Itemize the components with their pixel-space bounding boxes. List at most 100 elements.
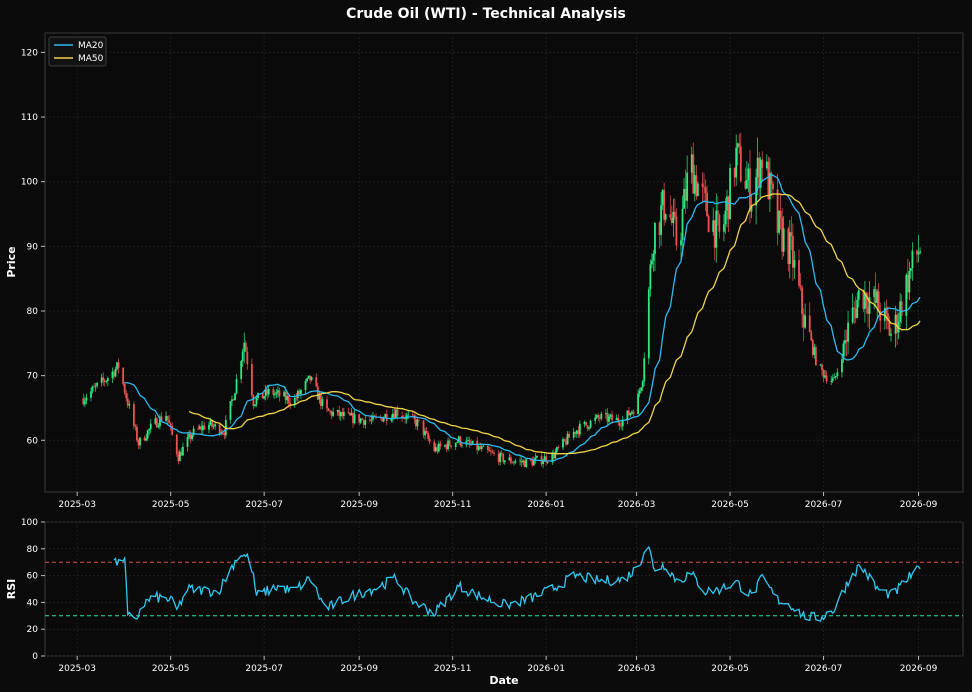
- candle-body: [632, 411, 635, 415]
- price-x-tick-label: 2025-07: [245, 500, 283, 510]
- candle-body: [887, 313, 889, 322]
- candle-body: [192, 428, 195, 435]
- rsi-x-tick-label: 2026-03: [618, 664, 656, 674]
- candle-body: [825, 375, 828, 382]
- price-y-tick-label: 70: [27, 372, 39, 382]
- candle-body: [652, 253, 655, 261]
- candle-body: [615, 417, 618, 421]
- candle-body: [244, 342, 247, 352]
- candle-body: [457, 436, 460, 442]
- candle-body: [683, 188, 685, 209]
- candle-body: [148, 428, 151, 431]
- candle-body: [821, 364, 823, 370]
- candle-body: [160, 416, 163, 422]
- candle-body: [117, 362, 120, 368]
- candle-body: [267, 389, 270, 395]
- candle-body: [85, 397, 88, 401]
- price-y-ticks: 60 70 80 90 100 110 120: [21, 48, 45, 446]
- candle-body: [650, 260, 653, 265]
- candle-body: [906, 274, 909, 293]
- candle-body: [316, 386, 319, 400]
- candle-body: [428, 438, 431, 442]
- price-x-tick-label: 2025-09: [340, 500, 378, 510]
- candle-body: [693, 175, 696, 194]
- candle-body: [641, 381, 644, 388]
- candle-body: [543, 456, 546, 462]
- candle-body: [418, 419, 420, 421]
- price-x-tick-label: 2025-03: [58, 500, 96, 510]
- candle-body: [171, 425, 174, 435]
- candle-body: [525, 459, 528, 468]
- candle-body: [669, 214, 672, 218]
- candle-body: [551, 453, 554, 462]
- candle-body: [326, 399, 328, 409]
- candle-body: [319, 394, 322, 406]
- candle-body: [862, 290, 865, 309]
- candle-body: [395, 409, 397, 418]
- candle-body: [266, 389, 269, 395]
- candle-body: [477, 446, 480, 451]
- candle-body: [425, 431, 428, 434]
- candle-body: [583, 421, 586, 424]
- candle-body: [768, 172, 771, 200]
- candle-body: [916, 250, 918, 255]
- candle-body: [137, 440, 140, 446]
- candle-body: [136, 426, 138, 441]
- candle-body: [557, 447, 560, 448]
- candle-body: [735, 147, 738, 178]
- candle-body: [338, 409, 341, 417]
- candle-body: [234, 393, 236, 401]
- candle-body: [704, 187, 707, 194]
- candle-body: [723, 224, 725, 232]
- candle-body: [854, 308, 857, 318]
- candle-body: [919, 251, 921, 253]
- rsi-grid: [45, 521, 963, 657]
- candle-body: [189, 433, 192, 440]
- candle-body: [111, 371, 114, 379]
- candle-body: [883, 307, 886, 321]
- candle-body: [381, 417, 384, 422]
- rsi-y-tick-label: 40: [27, 598, 39, 608]
- candle-body: [776, 189, 779, 233]
- candle-body: [188, 433, 190, 438]
- candle-body: [321, 399, 324, 406]
- candle-body: [306, 378, 308, 382]
- candle-body: [765, 161, 768, 169]
- candle-body: [628, 410, 630, 416]
- candle-body: [126, 398, 129, 406]
- candle-body: [856, 299, 859, 318]
- candle-body: [885, 307, 888, 314]
- candle-body: [546, 461, 549, 463]
- candle-body: [686, 172, 689, 201]
- candle-body: [562, 439, 564, 448]
- candle-body: [304, 381, 307, 391]
- candle-body: [782, 228, 785, 252]
- candle-body: [532, 460, 535, 466]
- candle-body: [278, 390, 281, 397]
- candle-body: [851, 307, 854, 323]
- rsi-y-ticks: 0 20 40 60 80 100: [21, 518, 45, 662]
- candle-body: [168, 419, 171, 424]
- candle-body: [447, 440, 449, 450]
- rsi-x-tick-label: 2025-03: [58, 664, 96, 674]
- rsi-x-ticks: 2025-03 2025-05 2025-07 2025-09 2025-11 2026-…: [58, 656, 938, 674]
- candle-body: [640, 387, 643, 391]
- candle-body: [287, 396, 290, 404]
- candle-body: [726, 196, 728, 211]
- candle-body: [143, 437, 146, 441]
- candle-body: [787, 228, 790, 264]
- candle-body: [876, 291, 879, 303]
- candle-body: [791, 236, 794, 268]
- candle-body: [468, 440, 471, 444]
- price-x-tick-label: 2025-11: [434, 500, 472, 510]
- candle-body: [307, 375, 310, 379]
- candle-body: [715, 210, 718, 248]
- candle-body: [180, 451, 183, 456]
- candle-body: [681, 208, 684, 241]
- candle-body: [212, 426, 215, 428]
- candle-body: [113, 371, 115, 377]
- candle-body: [672, 211, 675, 224]
- candle-body: [802, 313, 805, 328]
- candle-body: [695, 175, 698, 197]
